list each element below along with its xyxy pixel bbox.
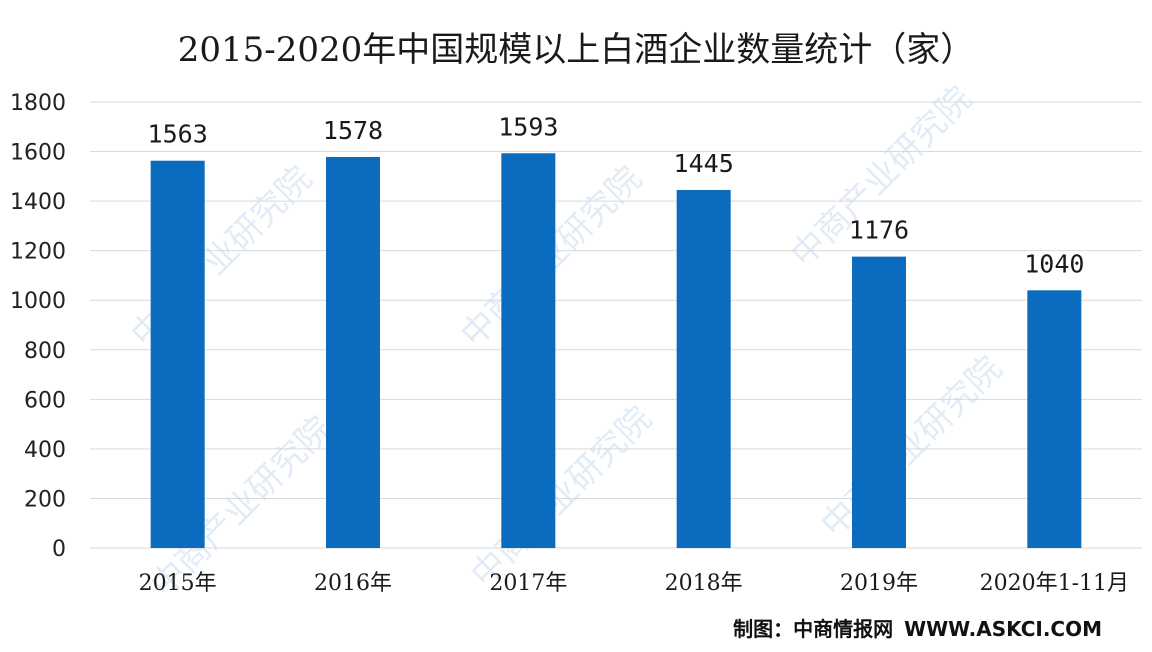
bars — [150, 153, 1082, 549]
bar — [1027, 290, 1082, 548]
x-tick-label: 2019年 — [840, 571, 918, 596]
y-tick-label: 1000 — [10, 289, 66, 314]
y-tick-label: 0 — [52, 537, 66, 562]
y-tick-label: 1800 — [10, 91, 66, 116]
source-label: 制图：中商情报网 — [733, 617, 894, 641]
y-tick-label: 1200 — [10, 240, 66, 265]
y-tick-label: 800 — [24, 339, 66, 364]
data-label: 1176 — [849, 216, 909, 245]
y-tick-label: 400 — [24, 438, 66, 463]
x-tick-label: 2015年 — [139, 571, 217, 596]
data-label: 1563 — [148, 120, 208, 149]
y-tick-label: 200 — [24, 487, 66, 512]
y-axis-ticks: 0 200 400 600 800 1000 1200 1400 1600 1800 — [10, 91, 66, 562]
x-axis-ticks: 2015年 2016年 2017年 2018年 2019年 2020年1-11月 — [139, 571, 1129, 596]
y-tick-label: 1400 — [10, 190, 66, 215]
source-url: WWW.ASKCI.COM — [904, 617, 1102, 641]
y-tick-label: 1600 — [10, 141, 66, 166]
x-tick-label: 2017年 — [489, 571, 567, 596]
chart-title: 2015-2020年中国规模以上白酒企业数量统计（家） — [177, 30, 975, 70]
x-tick-label: 2016年 — [314, 571, 392, 596]
x-tick-label: 2018年 — [665, 571, 743, 596]
data-label: 1445 — [674, 149, 734, 178]
gridlines — [90, 101, 1142, 549]
x-tick-label: 2020年1-11月 — [980, 571, 1129, 596]
bar — [326, 157, 380, 549]
source-credit: 制图：中商情报网 WWW.ASKCI.COM — [733, 613, 1102, 642]
data-label: 1578 — [323, 116, 383, 145]
data-label: 1593 — [498, 112, 558, 141]
bar — [150, 160, 205, 548]
data-labels: 1563 1578 1593 1445 1176 1040 — [148, 112, 1085, 278]
data-label: 1040 — [1024, 249, 1084, 278]
y-tick-label: 600 — [24, 388, 66, 413]
bar — [676, 189, 731, 548]
bar — [501, 153, 556, 549]
bar — [852, 256, 906, 548]
